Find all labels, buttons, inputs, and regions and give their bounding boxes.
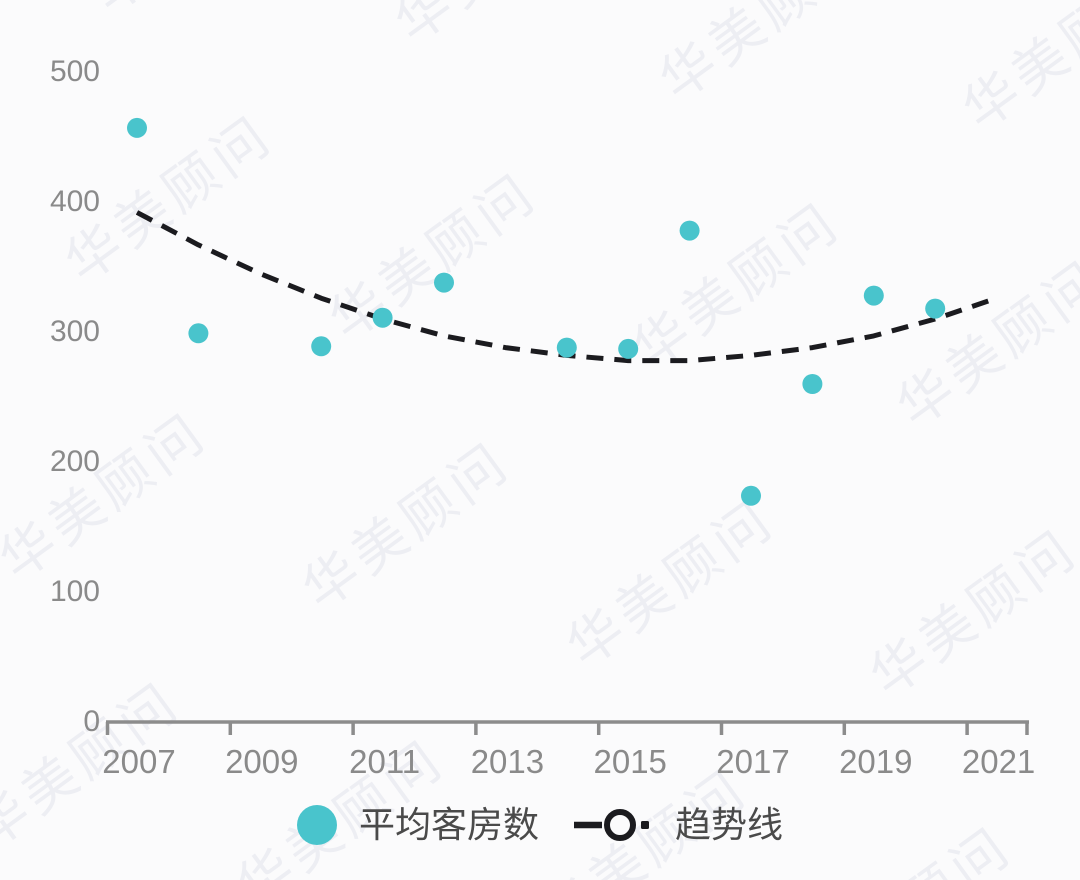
- x-tick-label: 2017: [716, 743, 789, 780]
- y-tick-label: 0: [83, 705, 100, 738]
- x-tick-label: 2015: [593, 743, 666, 780]
- scatter-point: [618, 338, 639, 359]
- scatter-series-label: 平均客房数: [358, 804, 539, 845]
- scatter-point: [556, 337, 577, 358]
- scatter-point: [679, 220, 700, 241]
- scatter-point: [802, 374, 823, 394]
- scatter-point: [925, 298, 946, 319]
- scatter-point: [372, 307, 393, 328]
- scatter-point: [311, 336, 332, 357]
- x-tick-label: 2011: [349, 743, 420, 780]
- scatter-point: [741, 485, 761, 506]
- x-tick-label: 2009: [225, 743, 298, 780]
- y-tick-label: 400: [50, 185, 100, 218]
- x-tick-label: 2013: [471, 743, 544, 780]
- trend-series-label: 趋势线: [675, 804, 784, 845]
- trendline-icon: [574, 809, 649, 841]
- scatter-point: [127, 117, 147, 138]
- x-tick-label: 2019: [839, 743, 912, 780]
- y-tick-label: 100: [50, 575, 100, 608]
- x-tick-label: 2021: [962, 743, 1035, 780]
- chart-legend: 平均客房数 趋势线: [0, 803, 1080, 847]
- scatter-point: [188, 323, 209, 344]
- scatter-point: [434, 272, 454, 293]
- legend-item-trendline: 趋势线: [573, 803, 783, 847]
- x-tick-label: 2007: [102, 743, 175, 780]
- y-tick-label: 300: [50, 315, 100, 348]
- scatter-series-swatch-icon: [296, 805, 337, 845]
- y-tick-label: 500: [50, 55, 100, 88]
- legend-item-average-rooms: 平均客房数: [296, 804, 539, 845]
- scatter-point: [863, 285, 884, 306]
- y-tick-label: 200: [50, 445, 100, 478]
